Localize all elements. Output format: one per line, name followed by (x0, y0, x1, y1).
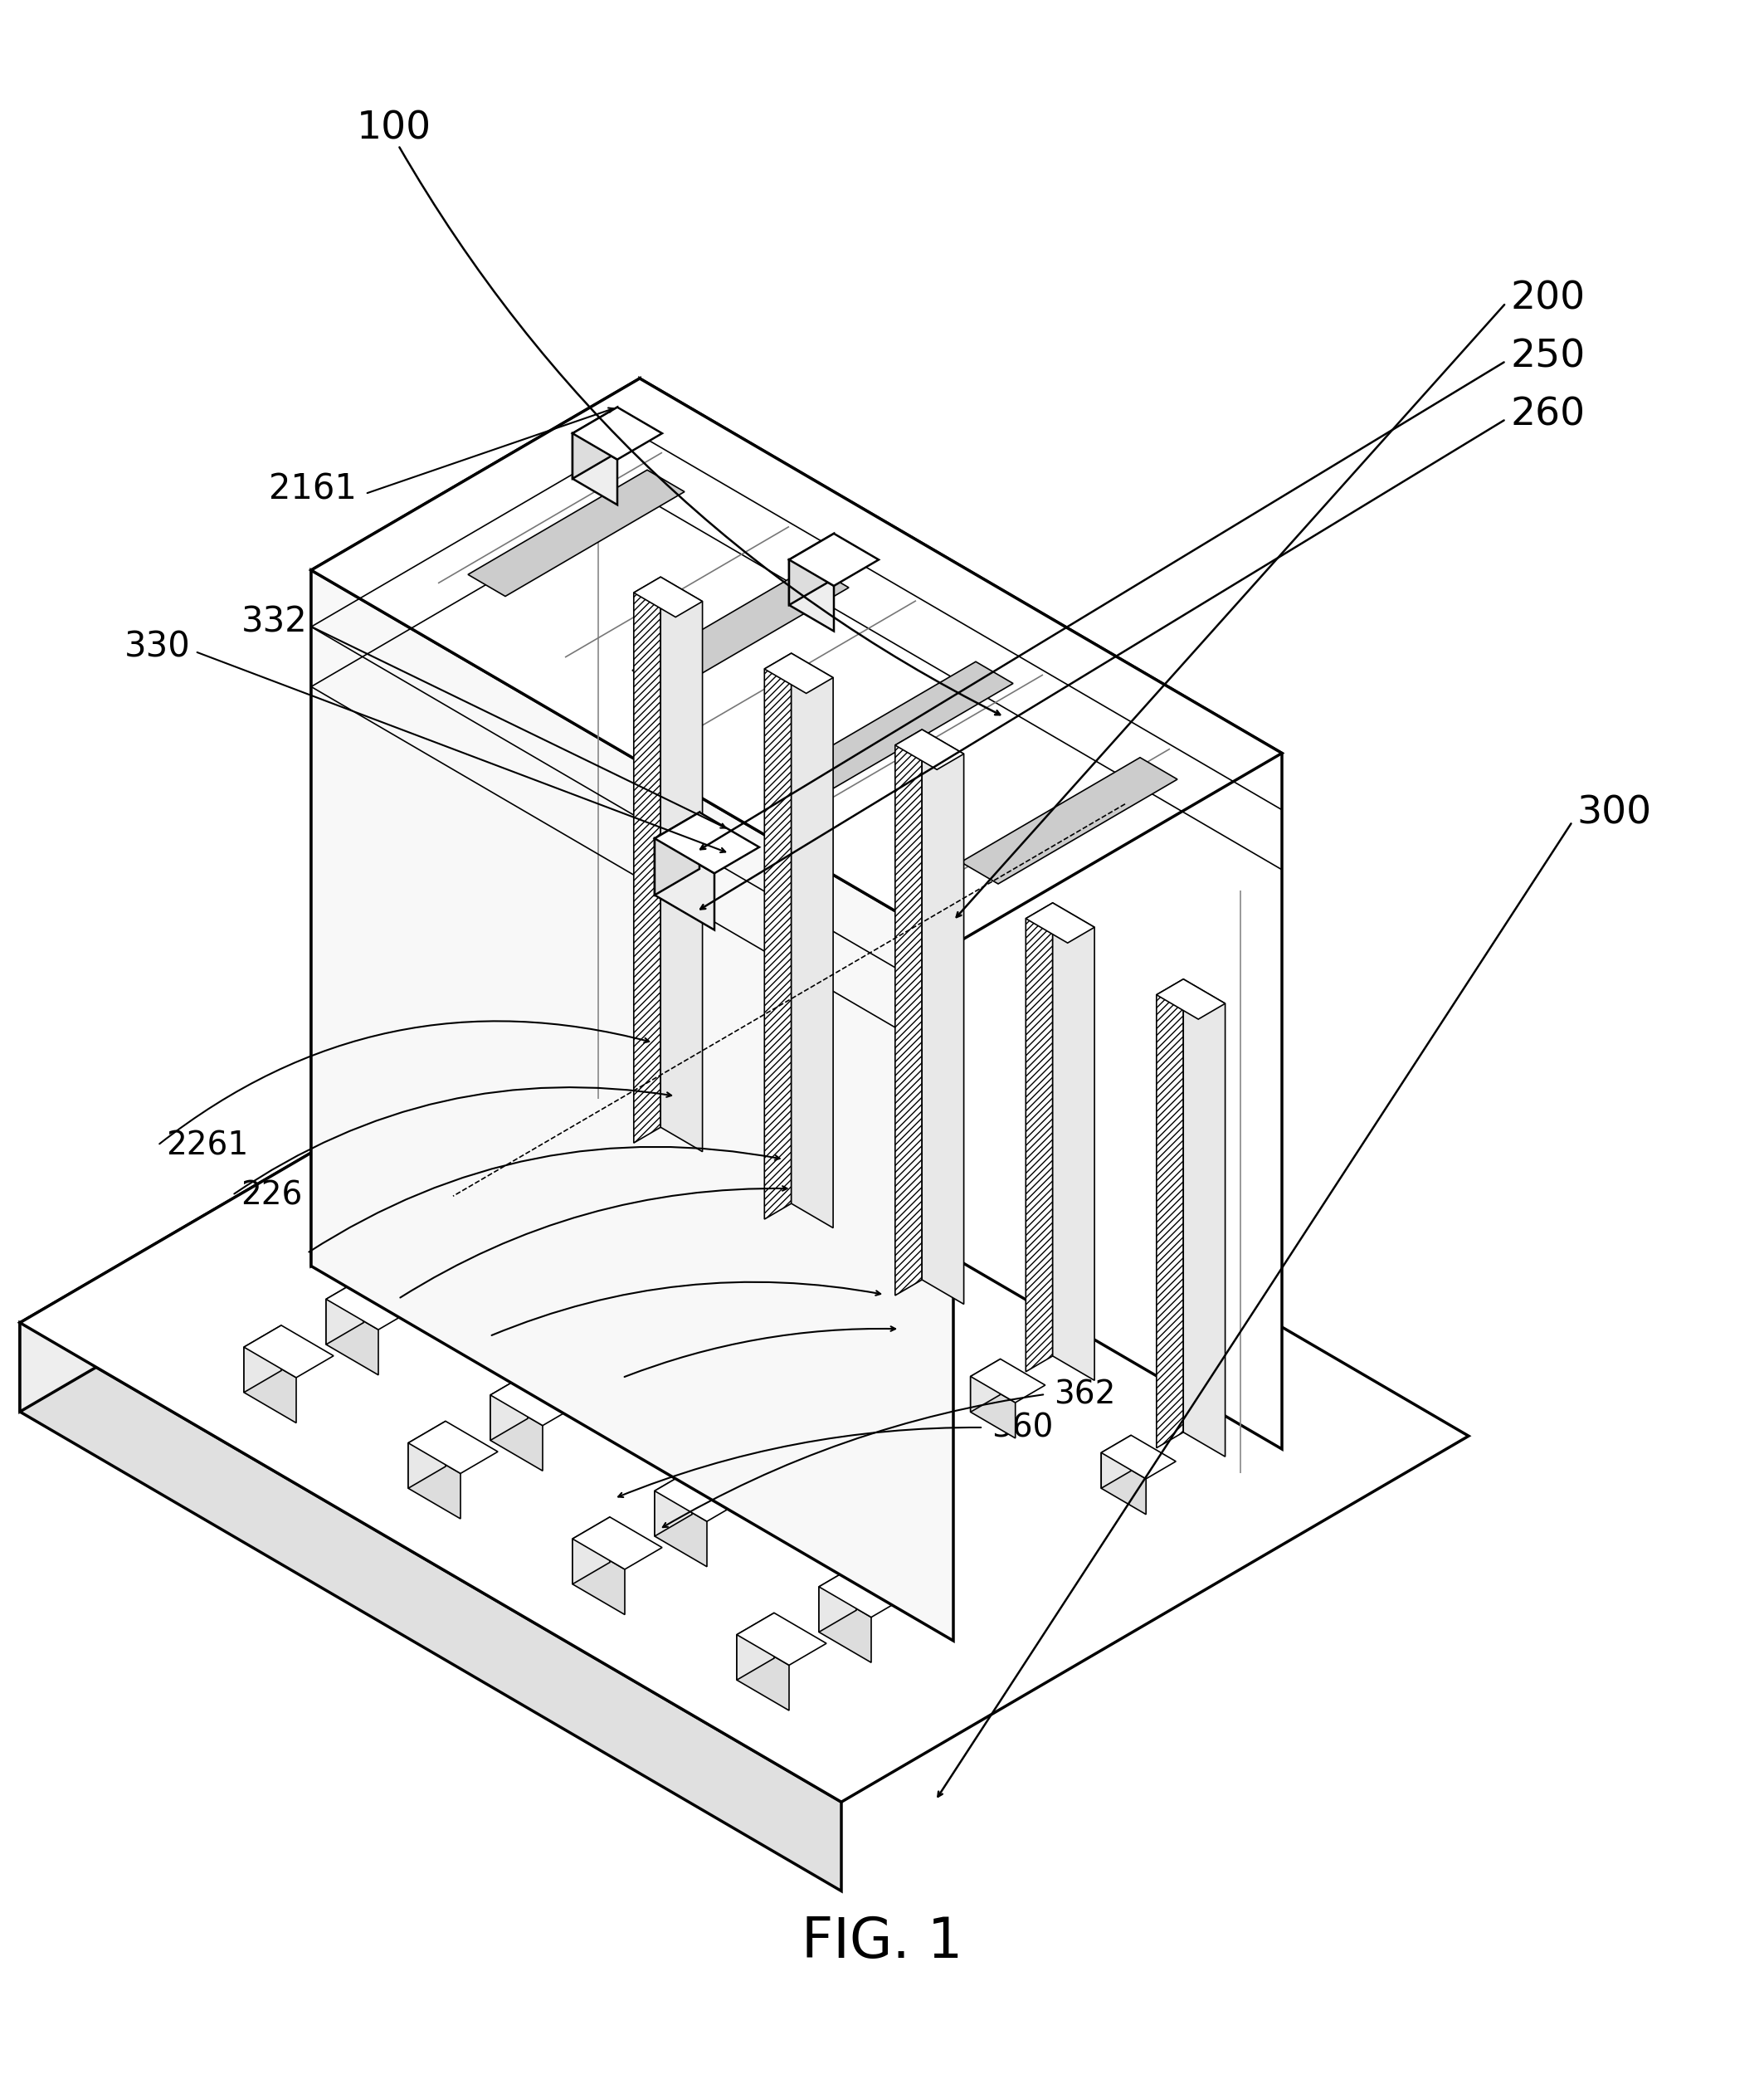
Polygon shape (961, 757, 1177, 884)
Text: 260: 260 (1510, 396, 1584, 433)
Polygon shape (709, 1207, 783, 1251)
Polygon shape (1184, 979, 1226, 1456)
Polygon shape (1157, 979, 1226, 1018)
Polygon shape (654, 813, 700, 896)
Polygon shape (1101, 1435, 1177, 1479)
Polygon shape (818, 1587, 871, 1663)
Polygon shape (894, 730, 963, 769)
Polygon shape (923, 730, 963, 1305)
Polygon shape (633, 577, 702, 618)
Text: 2273: 2273 (316, 1238, 397, 1269)
Polygon shape (573, 1516, 610, 1585)
Polygon shape (490, 1396, 543, 1470)
Text: 330: 330 (125, 630, 191, 666)
Text: 350: 350 (497, 1321, 559, 1352)
Text: V: V (1053, 786, 1080, 823)
Text: 360: 360 (991, 1412, 1053, 1444)
Polygon shape (1101, 1452, 1147, 1514)
Polygon shape (573, 433, 617, 504)
Text: 2161: 2161 (268, 473, 356, 506)
Polygon shape (633, 577, 662, 1143)
Polygon shape (737, 1634, 789, 1711)
Polygon shape (490, 1373, 527, 1439)
Text: 2261: 2261 (166, 1130, 249, 1161)
Polygon shape (640, 377, 1282, 1450)
Polygon shape (310, 377, 640, 1265)
Polygon shape (579, 1130, 609, 1184)
Polygon shape (970, 1358, 1000, 1412)
Polygon shape (1027, 902, 1053, 1371)
Polygon shape (407, 1444, 460, 1518)
Polygon shape (970, 1358, 1046, 1402)
Polygon shape (573, 407, 662, 460)
Polygon shape (737, 1614, 826, 1665)
Polygon shape (840, 1282, 870, 1336)
Polygon shape (654, 838, 714, 929)
Text: 100: 100 (356, 110, 432, 147)
Polygon shape (789, 560, 834, 630)
Polygon shape (573, 1539, 624, 1616)
Polygon shape (709, 1224, 753, 1286)
Text: 300: 300 (1577, 794, 1651, 832)
Polygon shape (19, 956, 1469, 1802)
Polygon shape (326, 1278, 416, 1329)
Polygon shape (654, 1491, 707, 1566)
Polygon shape (709, 1207, 739, 1259)
Text: 200: 200 (1510, 280, 1584, 317)
Polygon shape (407, 1421, 446, 1489)
Polygon shape (970, 1377, 1016, 1437)
Polygon shape (789, 533, 878, 585)
Text: 227: 227 (406, 1284, 467, 1315)
Polygon shape (654, 1468, 691, 1537)
Polygon shape (764, 653, 833, 693)
Polygon shape (797, 662, 1013, 788)
Polygon shape (764, 653, 792, 1220)
Polygon shape (1053, 902, 1094, 1381)
Polygon shape (407, 1421, 497, 1473)
Polygon shape (490, 1373, 580, 1425)
Polygon shape (840, 1300, 886, 1363)
Polygon shape (19, 1323, 841, 1891)
Polygon shape (243, 1325, 333, 1377)
Polygon shape (19, 956, 647, 1412)
Polygon shape (243, 1348, 296, 1423)
Polygon shape (737, 1614, 774, 1680)
Text: V: V (499, 1178, 526, 1215)
Polygon shape (789, 533, 834, 606)
Polygon shape (792, 653, 833, 1228)
Polygon shape (1101, 1435, 1131, 1489)
Text: 226: 226 (240, 1180, 302, 1211)
Polygon shape (818, 1566, 908, 1618)
Polygon shape (243, 1325, 280, 1392)
Polygon shape (579, 1147, 623, 1209)
Polygon shape (1027, 902, 1094, 944)
Polygon shape (840, 1282, 914, 1325)
Polygon shape (1157, 979, 1184, 1448)
Text: 352: 352 (630, 1363, 691, 1394)
Text: 250: 250 (1510, 338, 1586, 375)
Polygon shape (310, 377, 1282, 946)
Text: 362: 362 (1053, 1379, 1115, 1410)
Polygon shape (326, 1278, 363, 1344)
Polygon shape (818, 1566, 856, 1632)
Text: 332: 332 (242, 606, 307, 641)
Polygon shape (573, 407, 617, 479)
Polygon shape (654, 1468, 744, 1522)
Polygon shape (579, 1130, 653, 1174)
Polygon shape (467, 471, 684, 597)
Polygon shape (573, 1516, 662, 1570)
Polygon shape (632, 566, 848, 693)
Polygon shape (654, 813, 759, 873)
Polygon shape (662, 577, 702, 1151)
Polygon shape (894, 730, 923, 1296)
Polygon shape (326, 1298, 377, 1375)
Polygon shape (310, 570, 953, 1641)
Text: FIG. 1: FIG. 1 (801, 1914, 963, 1970)
